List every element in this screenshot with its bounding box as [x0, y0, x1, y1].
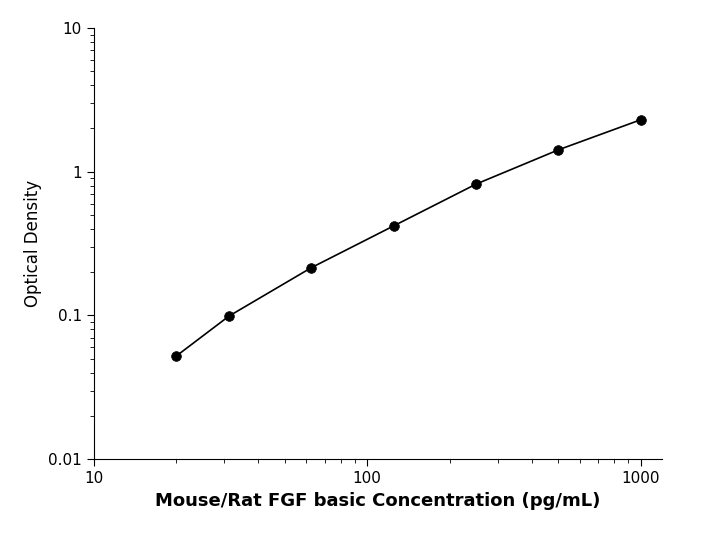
Y-axis label: Optical Density: Optical Density [24, 180, 42, 307]
X-axis label: Mouse/Rat FGF basic Concentration (pg/mL): Mouse/Rat FGF basic Concentration (pg/mL… [156, 492, 600, 510]
